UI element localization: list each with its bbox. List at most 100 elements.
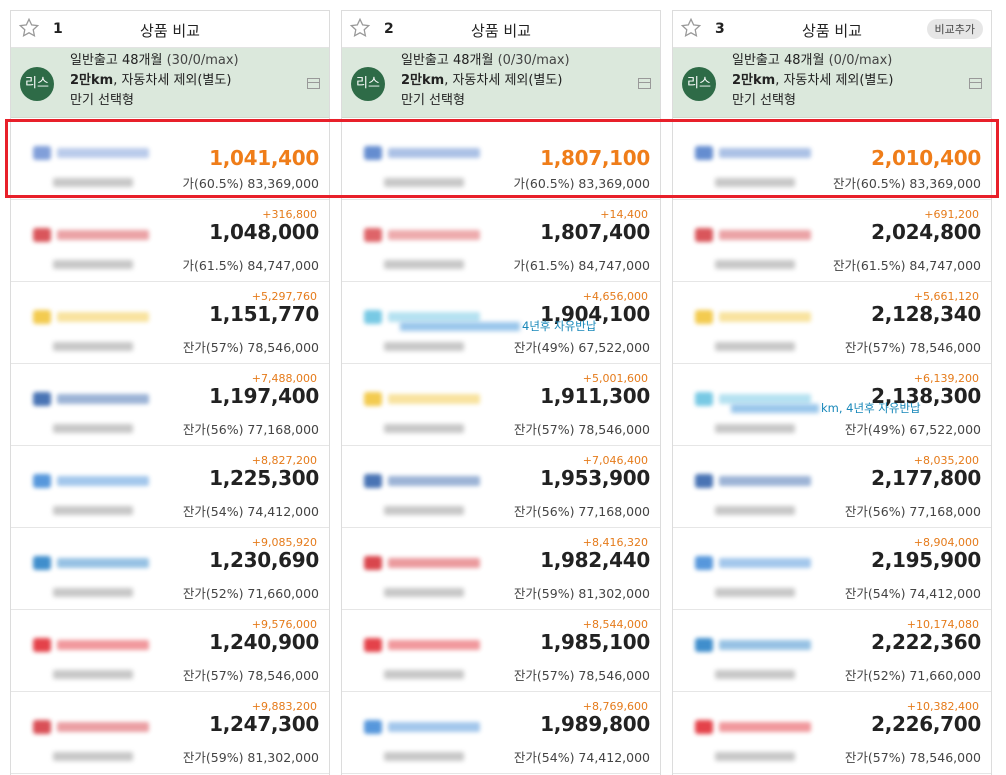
quote-row[interactable]: +8,035,200 2,177,800 잔가(56%) 77,168,000 [673,446,991,528]
provider-detail [715,178,795,187]
memo-icon[interactable] [969,78,982,89]
quote-row[interactable]: 1,807,100 가(60.5%) 83,369,000 [342,118,660,200]
quote-row[interactable]: +8,827,200 1,225,300 잔가(54%) 74,412,000 [11,446,329,528]
provider-detail [53,588,133,597]
provider-logo [695,718,813,736]
provider-logo [695,308,813,326]
contract-options: (0/30/max) [497,53,570,68]
provider-detail [715,506,795,515]
monthly-price: 1,247,300 [209,712,319,736]
price-difference: +8,904,000 [913,536,979,549]
add-compare-button[interactable]: 비교추가 [926,19,983,39]
price-difference: +4,656,000 [582,290,648,303]
monthly-price: 2,138,300 [871,384,981,408]
quote-row[interactable]: +10,174,080 2,222,360 잔가(52%) 71,660,000 [673,610,991,692]
provider-detail [384,178,464,187]
provider-detail [384,752,464,761]
residual-value: 잔가(54%) 74,412,000 [844,586,981,601]
quote-row[interactable]: +8,544,000 1,985,100 잔가(57%) 78,546,000 [342,610,660,692]
price-difference: +9,085,920 [251,536,317,549]
provider-detail [715,424,795,433]
quote-row[interactable]: +691,200 2,024,800 잔가(61.5%) 84,747,000 [673,200,991,282]
contract-end: 만기 선택형 [732,93,796,108]
quote-row[interactable]: +8,416,320 1,982,440 잔가(59%) 81,302,000 [342,528,660,610]
provider-detail [715,260,795,269]
quote-row[interactable]: +14,400 1,807,400 가(61.5%) 84,747,000 [342,200,660,282]
quote-row[interactable]: +9,576,000 1,240,900 잔가(57%) 78,546,000 [11,610,329,692]
provider-detail [384,260,464,269]
star-icon[interactable] [680,17,702,39]
residual-value: 잔가(57%) 78,546,000 [182,340,319,355]
provider-logo [364,390,482,408]
monthly-price: 1,230,690 [209,548,319,572]
residual-value: 잔가(57%) 78,546,000 [513,422,650,437]
column-header: 3 상품 비교 비교추가 [673,10,991,48]
mileage: 2만km [70,73,114,88]
residual-value: 잔가(57%) 78,546,000 [844,750,981,765]
contract-end: 만기 선택형 [401,93,465,108]
monthly-price: 1,807,400 [540,220,650,244]
star-icon[interactable] [18,17,40,39]
residual-value: 잔가(59%) 81,302,000 [513,586,650,601]
residual-value: 가(61.5%) 84,747,000 [513,258,650,273]
provider-logo [695,390,813,408]
residual-value: 잔가(54%) 74,412,000 [182,504,319,519]
lease-badge: 리스 [682,67,716,101]
provider-detail [53,342,133,351]
mileage: 2만km [401,73,445,88]
quote-row[interactable]: 2,010,400 잔가(60.5%) 83,369,000 [673,118,991,200]
return-note: km, 4년후 자유반납 [821,401,921,415]
mileage: 2만km [732,73,776,88]
column-title: 상품 비교 [140,22,200,40]
product-info: 리스 일반출고 48개월 (0/30/max) 2만km, 자동차세 제외(별도… [342,48,660,118]
provider-logo [695,472,813,490]
monthly-price: 1,240,900 [209,630,319,654]
provider-detail [384,342,464,351]
residual-value: 잔가(52%) 71,660,000 [844,668,981,683]
column-title: 상품 비교 [471,22,531,40]
quote-row[interactable]: +7,046,400 1,953,900 잔가(56%) 77,168,000 [342,446,660,528]
provider-logo [33,472,151,490]
quote-row[interactable]: +9,883,200 1,247,300 잔가(59%) 81,302,000 [11,692,329,774]
quote-row[interactable]: +7,488,000 1,197,400 잔가(56%) 77,168,000 [11,364,329,446]
product-info: 리스 일반출고 48개월 (0/0/max) 2만km, 자동차세 제외(별도)… [673,48,991,118]
quote-row[interactable]: +6,139,200 2,138,300 잔가(49%) 67,522,000 km,… [673,364,991,446]
memo-icon[interactable] [307,78,320,89]
price-difference: +6,139,200 [913,372,979,385]
residual-value: 잔가(56%) 77,168,000 [182,422,319,437]
quote-row[interactable]: 1,041,400 가(60.5%) 83,369,000 [11,118,329,200]
provider-logo [33,226,151,244]
provider-detail [53,752,133,761]
residual-value: 잔가(61.5%) 84,747,000 [832,258,981,273]
residual-value: 잔가(52%) 71,660,000 [182,586,319,601]
compare-column-2: 2 상품 비교 리스 일반출고 48개월 (0/30/max) 2만km, 자동… [341,10,661,775]
price-difference: +10,382,400 [906,700,979,713]
monthly-price: 2,226,700 [871,712,981,736]
residual-value: 잔가(57%) 78,546,000 [844,340,981,355]
residual-value: 잔가(54%) 74,412,000 [513,750,650,765]
provider-detail [53,670,133,679]
quote-row[interactable]: +8,769,600 1,989,800 잔가(54%) 74,412,000 [342,692,660,774]
column-number: 1 [53,21,63,37]
quote-row[interactable]: +5,297,760 1,151,770 잔가(57%) 78,546,000 [11,282,329,364]
provider-logo [695,226,813,244]
quote-row[interactable]: +9,085,920 1,230,690 잔가(52%) 71,660,000 [11,528,329,610]
quote-row[interactable]: +316,800 1,048,000 가(61.5%) 84,747,000 [11,200,329,282]
quote-row[interactable]: +8,904,000 2,195,900 잔가(54%) 74,412,000 [673,528,991,610]
residual-value: 가(60.5%) 83,369,000 [182,176,319,191]
residual-value: 잔가(56%) 77,168,000 [513,504,650,519]
quote-row[interactable]: +4,656,000 1,904,100 잔가(49%) 67,522,000 4년후… [342,282,660,364]
memo-icon[interactable] [638,78,651,89]
star-icon[interactable] [349,17,371,39]
residual-value: 잔가(60.5%) 83,369,000 [832,176,981,191]
provider-logo [33,636,151,654]
monthly-price: 2,128,340 [871,302,981,326]
price-difference: +8,769,600 [582,700,648,713]
quote-row[interactable]: +5,661,120 2,128,340 잔가(57%) 78,546,000 [673,282,991,364]
return-note: 4년후 자유반납 [522,319,597,333]
monthly-price: 1,048,000 [209,220,319,244]
quote-row[interactable]: +5,001,600 1,911,300 잔가(57%) 78,546,000 [342,364,660,446]
quote-row[interactable]: +10,382,400 2,226,700 잔가(57%) 78,546,000 [673,692,991,774]
residual-value: 잔가(59%) 81,302,000 [182,750,319,765]
column-header: 2 상품 비교 [342,10,660,48]
